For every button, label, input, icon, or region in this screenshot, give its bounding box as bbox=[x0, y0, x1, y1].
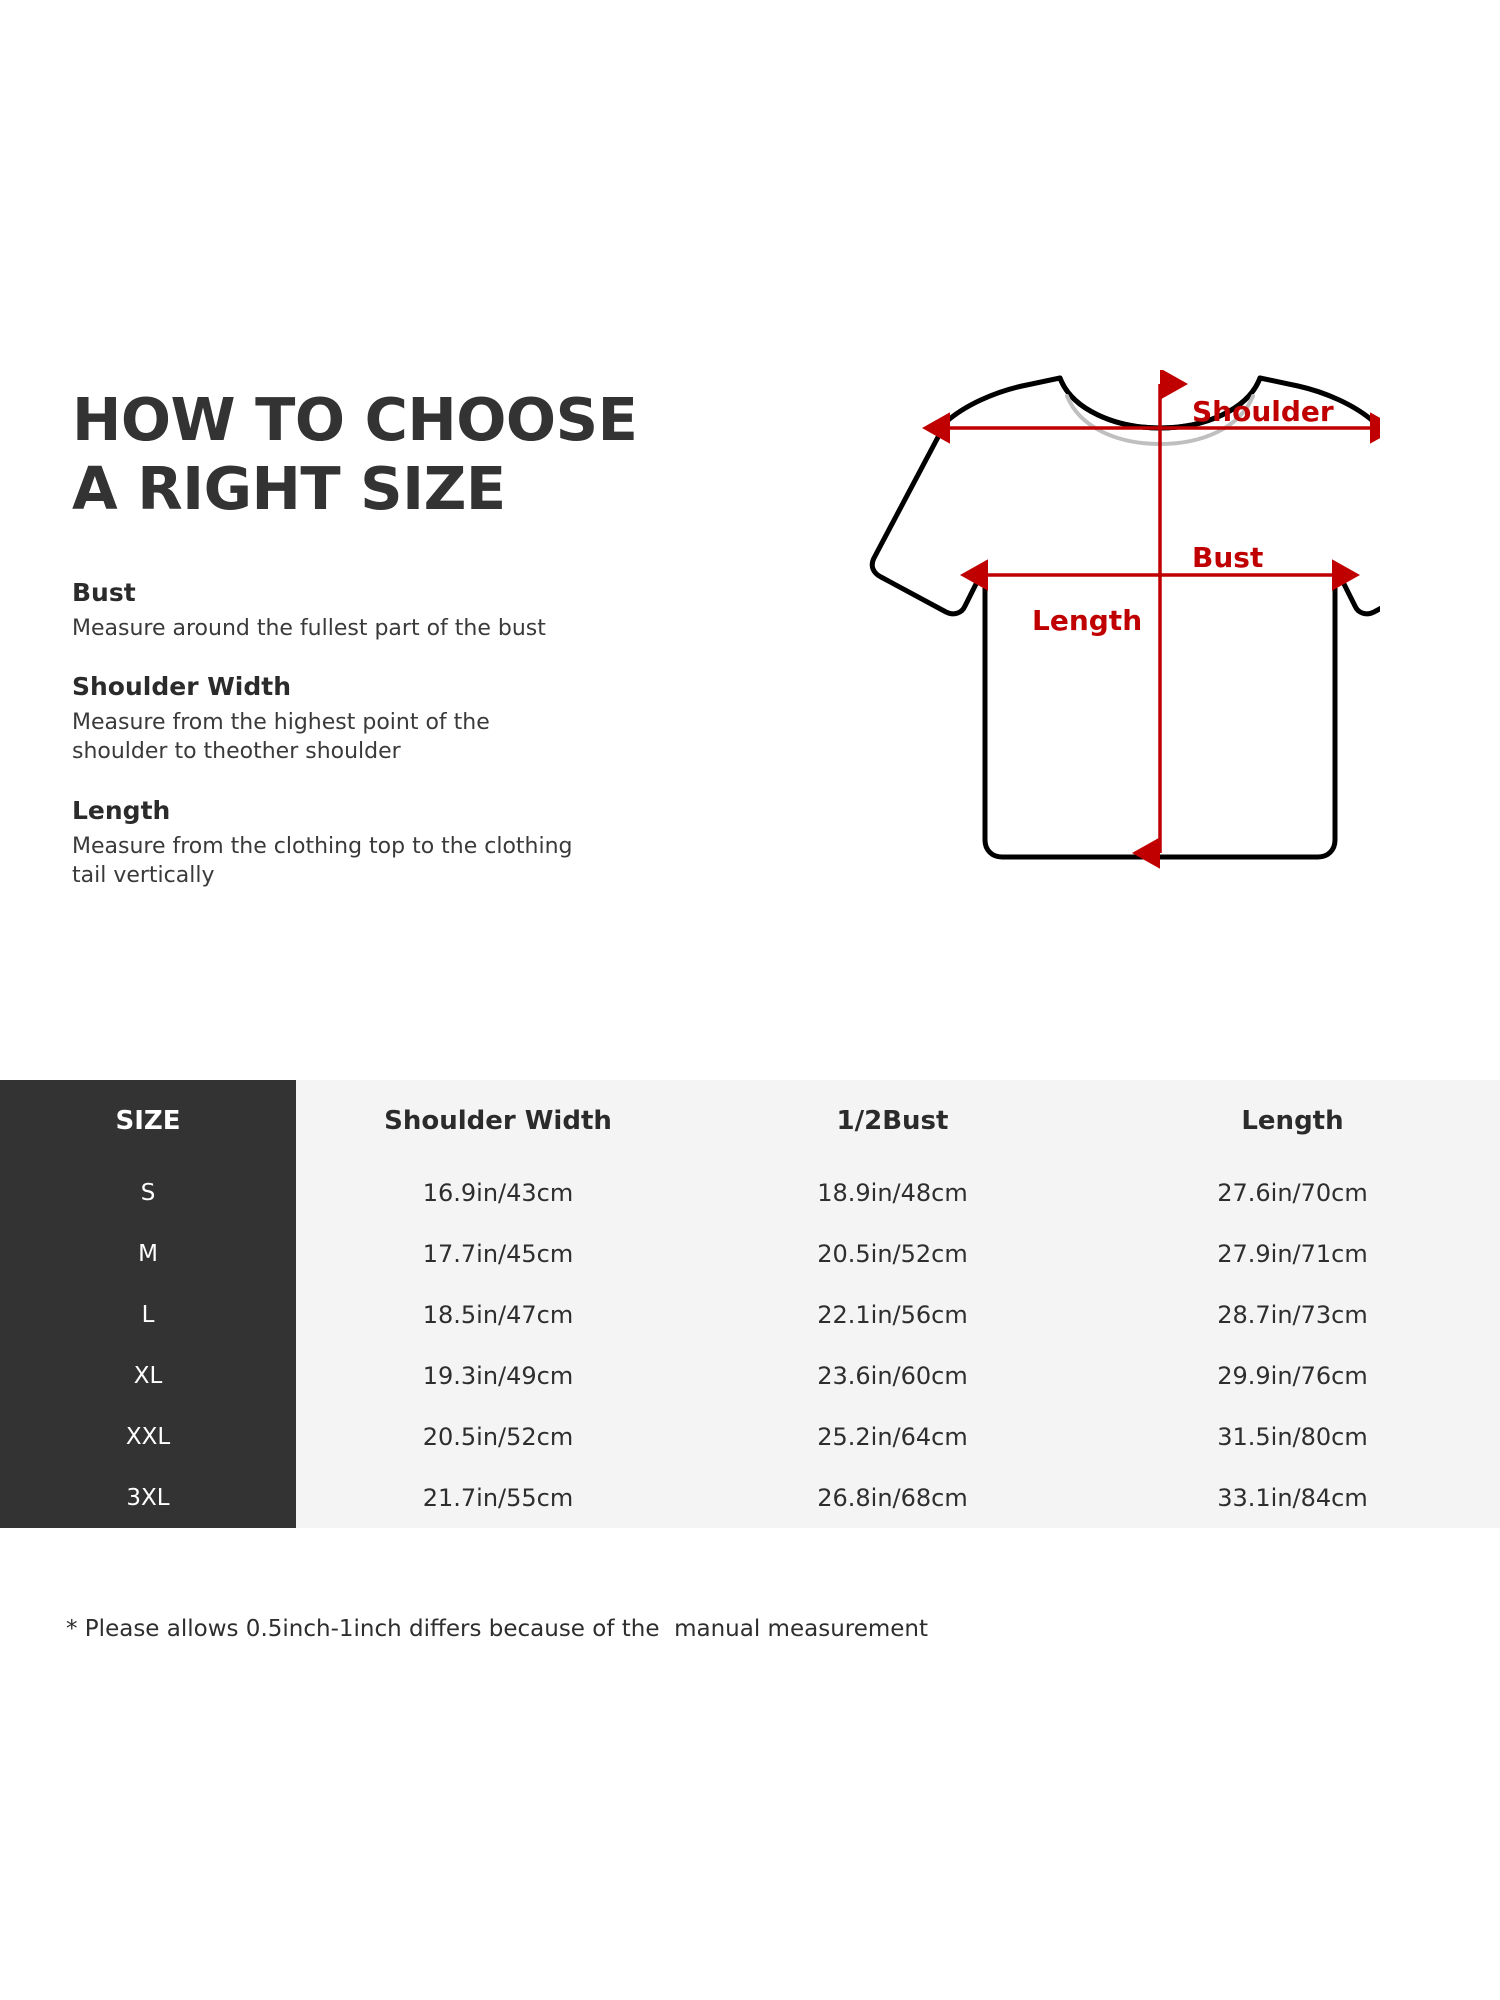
table-row: XL 19.3in/49cm 23.6in/60cm 29.9in/76cm bbox=[0, 1345, 1500, 1406]
cell-half-bust: 26.8in/68cm bbox=[700, 1467, 1085, 1528]
measurement-definition-length: Length Measure from the clothing top to … bbox=[72, 795, 652, 891]
cell-half-bust: 23.6in/60cm bbox=[700, 1345, 1085, 1406]
measurement-desc-length: Measure from the clothing top to the clo… bbox=[72, 833, 573, 889]
page-title: HOW TO CHOOSE A RIGHT SIZE bbox=[72, 385, 638, 524]
cell-shoulder-width: 19.3in/49cm bbox=[296, 1345, 700, 1406]
cell-half-bust: 22.1in/56cm bbox=[700, 1284, 1085, 1345]
cell-shoulder-width: 20.5in/52cm bbox=[296, 1406, 700, 1467]
table-row: M 17.7in/45cm 20.5in/52cm 27.9in/71cm bbox=[0, 1223, 1500, 1284]
column-header-shoulder-width: Shoulder Width bbox=[296, 1080, 700, 1162]
column-header-half-bust: 1/2Bust bbox=[700, 1080, 1085, 1162]
table-row: L 18.5in/47cm 22.1in/56cm 28.7in/73cm bbox=[0, 1284, 1500, 1345]
measurement-term-length: Length bbox=[72, 796, 171, 826]
cell-length: 29.9in/76cm bbox=[1085, 1345, 1500, 1406]
cell-half-bust: 25.2in/64cm bbox=[700, 1406, 1085, 1467]
tshirt-measurement-diagram: Shoulder Bust Length bbox=[760, 370, 1380, 1010]
cell-length: 27.6in/70cm bbox=[1085, 1162, 1500, 1223]
measurement-desc-shoulder-width: Measure from the highest point of the sh… bbox=[72, 709, 490, 765]
cell-size: XL bbox=[0, 1345, 296, 1406]
top-info-section: HOW TO CHOOSE A RIGHT SIZE Bust Measure … bbox=[72, 370, 1380, 1010]
cell-length: 31.5in/80cm bbox=[1085, 1406, 1500, 1467]
table-header: SIZE Shoulder Width 1/2Bust Length bbox=[0, 1080, 1500, 1162]
column-header-length: Length bbox=[1085, 1080, 1500, 1162]
cell-shoulder-width: 18.5in/47cm bbox=[296, 1284, 700, 1345]
column-header-size: SIZE bbox=[0, 1080, 296, 1162]
cell-length: 27.9in/71cm bbox=[1085, 1223, 1500, 1284]
cell-size: S bbox=[0, 1162, 296, 1223]
table-header-row: SIZE Shoulder Width 1/2Bust Length bbox=[0, 1080, 1500, 1162]
cell-half-bust: 18.9in/48cm bbox=[700, 1162, 1085, 1223]
measurement-definitions-list: Bust Measure around the fullest part of … bbox=[72, 577, 652, 891]
length-label: Length bbox=[1032, 604, 1142, 637]
measurement-info-column: HOW TO CHOOSE A RIGHT SIZE Bust Measure … bbox=[72, 385, 652, 891]
cell-size: L bbox=[0, 1284, 296, 1345]
measurement-disclaimer-footnote: * Please allows 0.5inch-1inch differs be… bbox=[66, 1616, 929, 1642]
cell-shoulder-width: 16.9in/43cm bbox=[296, 1162, 700, 1223]
bust-label: Bust bbox=[1192, 541, 1263, 574]
cell-length: 33.1in/84cm bbox=[1085, 1467, 1500, 1528]
cell-size: XXL bbox=[0, 1406, 296, 1467]
cell-shoulder-width: 21.7in/55cm bbox=[296, 1467, 700, 1528]
cell-half-bust: 20.5in/52cm bbox=[700, 1223, 1085, 1284]
cell-size: M bbox=[0, 1223, 296, 1284]
table-row: 3XL 21.7in/55cm 26.8in/68cm 33.1in/84cm bbox=[0, 1467, 1500, 1528]
measurement-definition-bust: Bust Measure around the fullest part of … bbox=[72, 577, 652, 643]
cell-size: 3XL bbox=[0, 1467, 296, 1528]
table-body: S 16.9in/43cm 18.9in/48cm 27.6in/70cm M … bbox=[0, 1162, 1500, 1528]
measurement-term-shoulder-width: Shoulder Width bbox=[72, 672, 292, 702]
cell-shoulder-width: 17.7in/45cm bbox=[296, 1223, 700, 1284]
measurement-desc-bust: Measure around the fullest part of the b… bbox=[72, 615, 546, 641]
table-row: XXL 20.5in/52cm 25.2in/64cm 31.5in/80cm bbox=[0, 1406, 1500, 1467]
cell-length: 28.7in/73cm bbox=[1085, 1284, 1500, 1345]
table-row: S 16.9in/43cm 18.9in/48cm 27.6in/70cm bbox=[0, 1162, 1500, 1223]
shoulder-label: Shoulder bbox=[1192, 395, 1334, 428]
measurement-term-bust: Bust bbox=[72, 578, 136, 608]
measurement-definition-shoulder-width: Shoulder Width Measure from the highest … bbox=[72, 671, 652, 767]
size-measurements-table: SIZE Shoulder Width 1/2Bust Length S 16.… bbox=[0, 1080, 1500, 1528]
